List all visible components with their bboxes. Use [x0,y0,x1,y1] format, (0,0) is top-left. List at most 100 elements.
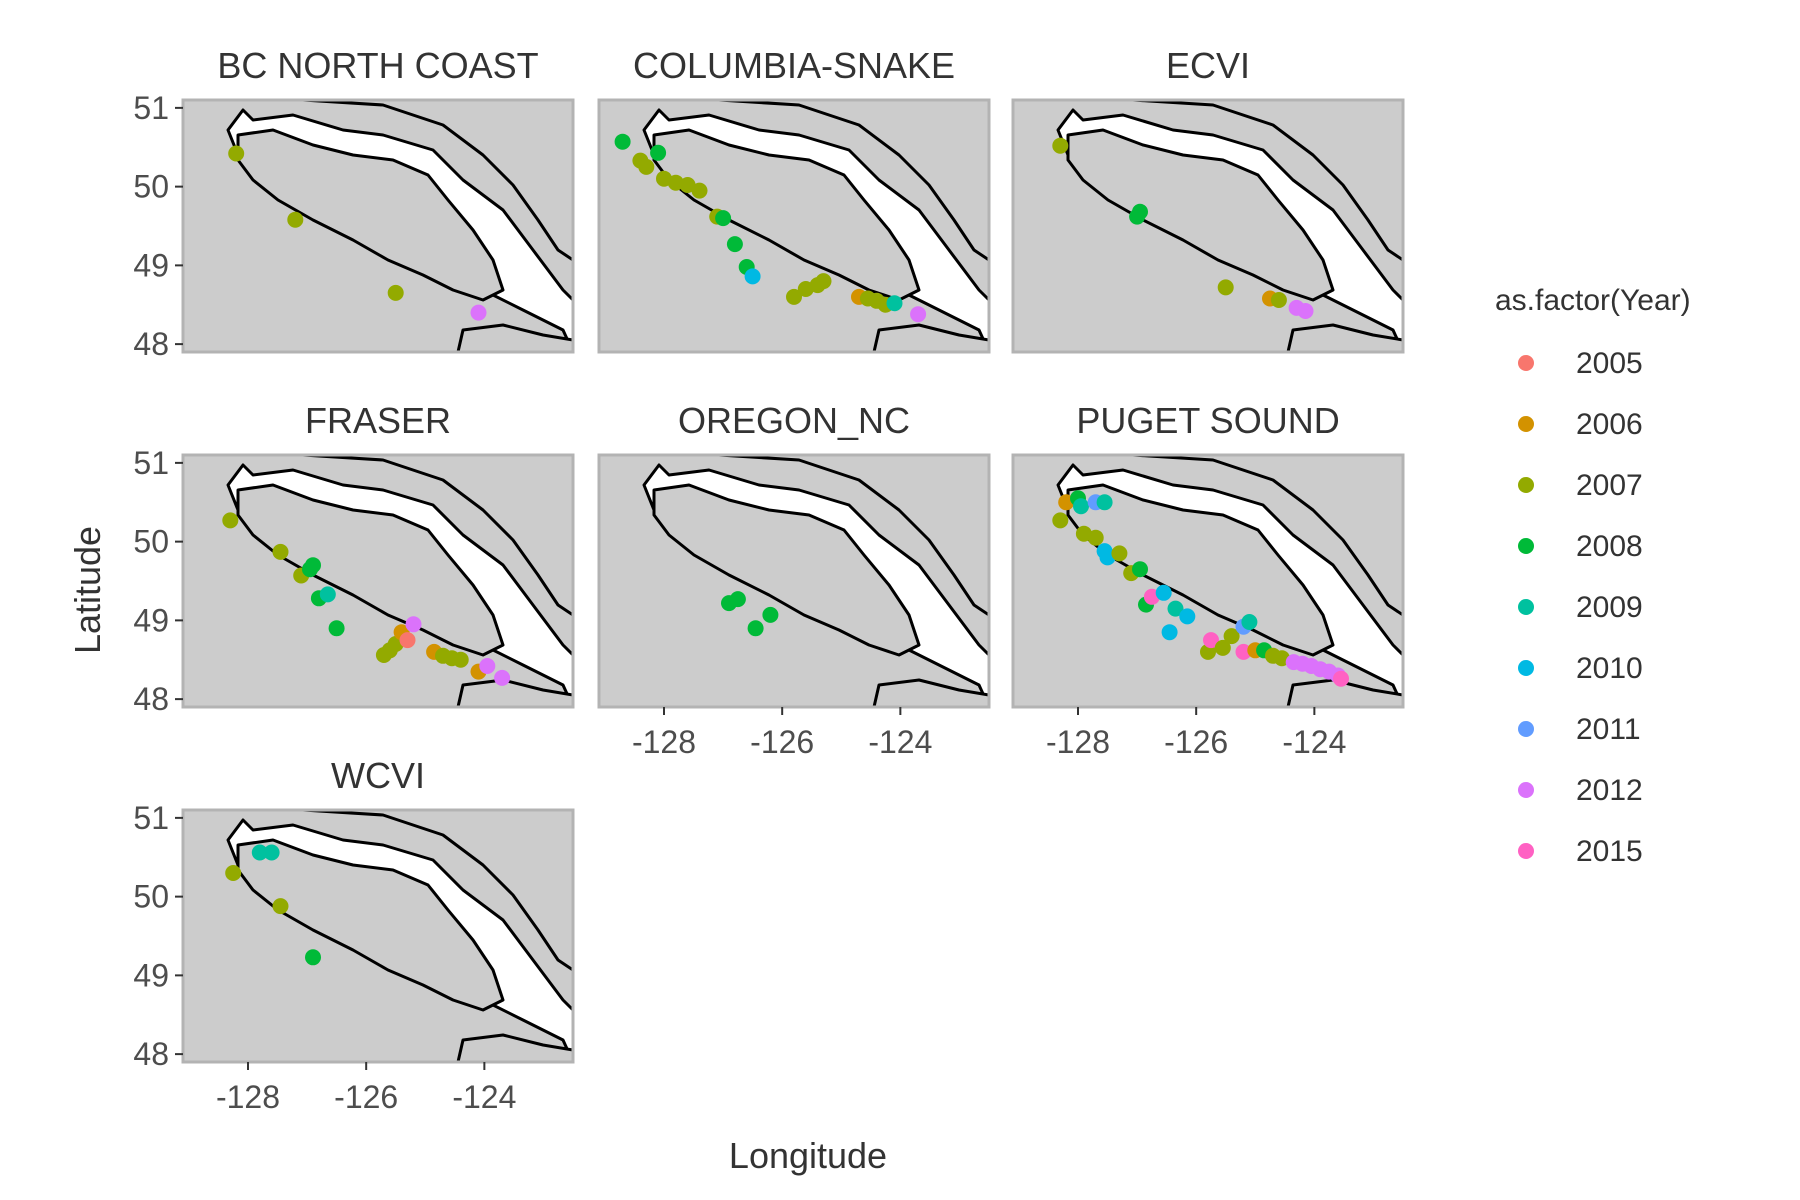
data-point [1333,670,1349,687]
data-point [638,158,655,175]
data-point [886,295,903,312]
data-point [1161,624,1178,641]
y-tick-label: 51 [133,90,169,126]
panel-border [181,453,575,709]
data-point [228,145,245,162]
panel-border [181,98,575,354]
x-tick-label: -128 [216,1079,280,1115]
data-point [726,236,743,253]
olympic-peninsula [456,678,573,707]
mainland-coast [301,810,573,972]
legend-label: 2006 [1576,408,1643,441]
y-tick-label: 48 [133,681,169,717]
x-tick-label: -128 [1046,724,1110,760]
facet-panel: BC NORTH COAST 48 49 50 51 [133,45,575,362]
y-tick-label: 49 [133,957,169,993]
y-tick-label: 49 [133,602,169,638]
olympic-peninsula [1286,678,1403,707]
data-point [1270,292,1287,308]
facet-title: OREGON_NC [678,400,910,441]
data-point [452,651,469,668]
data-point [910,306,927,323]
legend-label: 2010 [1576,652,1643,685]
data-point [762,606,779,623]
vancouver-island [652,128,921,302]
data-point [1111,545,1128,562]
y-tick-label: 51 [133,445,169,481]
data-point [1217,279,1234,296]
legend-label: 2008 [1576,530,1643,563]
legend-key [1518,721,1534,737]
panel-border [1011,98,1405,354]
data-point [1132,203,1148,220]
data-point [1223,628,1240,645]
facet-title: BC NORTH COAST [217,45,538,86]
data-point [1087,529,1104,546]
mainland-coast [717,100,989,262]
facet-panel: ECVI [1011,45,1405,354]
data-point [691,182,708,199]
facet-panel: FRASER 48 49 50 51 [133,400,575,717]
data-point [1052,137,1069,154]
x-tick-label: -126 [334,1079,398,1115]
x-tick-label: -124 [1282,724,1346,760]
facet-title: WCVI [331,755,425,796]
data-point [319,586,336,603]
mainland-coast [301,100,573,262]
data-point [1235,643,1252,660]
data-point [479,658,496,674]
data-point [305,949,321,966]
data-point [715,210,732,227]
legend-key [1518,782,1534,798]
data-point [1167,600,1184,617]
y-tick-label: 48 [133,1036,169,1072]
facet-title: PUGET SOUND [1076,400,1339,441]
panel-border [181,808,575,1064]
data-point [272,543,289,560]
legend-label: 2007 [1576,469,1643,502]
legend-key [1518,660,1534,676]
x-axis-title: Longitude [729,1135,887,1176]
data-point [399,632,416,649]
legend-label: 2011 [1576,713,1641,746]
legend-label: 2012 [1576,774,1643,807]
legend-key [1518,538,1534,554]
olympic-peninsula [872,323,989,352]
legend-label: 2015 [1576,835,1643,868]
olympic-peninsula [456,323,573,352]
facet-title: FRASER [305,400,451,441]
data-point [272,898,289,915]
data-point [328,620,345,637]
data-point [747,620,764,637]
data-point [225,865,242,881]
panel-border [1011,453,1405,709]
x-tick-label: -128 [632,724,696,760]
y-tick-label: 50 [133,169,169,205]
data-point [287,211,304,228]
olympic-peninsula [456,1033,573,1062]
vancouver-island [652,483,921,657]
data-point [305,557,321,574]
data-point [1132,561,1148,578]
data-point [1203,632,1219,649]
legend-key [1518,416,1534,432]
facet-panel: PUGET SOUND -128 -126 -124 [1011,400,1405,760]
data-point [251,844,268,861]
data-point [405,616,422,633]
mainland-coast [717,455,989,617]
data-point [786,288,802,305]
facet-title: ECVI [1166,45,1250,86]
x-tick-label: -126 [1164,724,1228,760]
data-point [494,669,511,686]
legend-label: 2005 [1576,347,1643,380]
data-point [679,177,696,193]
data-point [1096,494,1113,511]
mainland-coast [301,455,573,617]
legend-title: as.factor(Year) [1495,284,1691,317]
x-tick-label: -124 [868,724,932,760]
olympic-peninsula [872,678,989,707]
data-point [387,284,404,301]
facet-panel: WCVI 48 49 50 51 -128 -126 -124 [133,755,575,1115]
data-point [1214,639,1231,656]
